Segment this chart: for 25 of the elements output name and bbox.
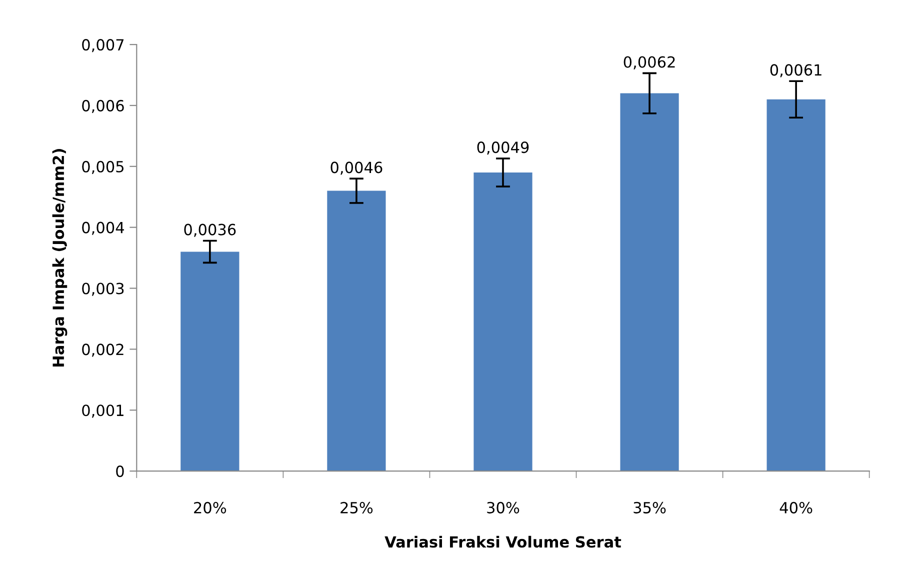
x-tick-label: 35% [634,502,666,514]
y-tick-label: 0,007 [82,39,124,52]
bar [766,99,826,472]
data-label: 0,0062 [624,56,675,70]
y-tick-label: 0 [116,466,124,478]
x-axis-title: Variasi Fraksi Volume Serat [384,536,622,548]
data-label: 0,0046 [330,162,382,175]
x-tick-label: 25% [340,502,373,514]
y-tick-label: 0,003 [82,282,124,296]
x-tick-label: 30% [487,502,520,514]
bar [474,172,532,472]
x-tick-label: 40% [780,502,812,514]
y-axis-title: Harga Impak (Joule/mm2) [52,149,68,366]
y-tick-label: 0,002 [82,344,124,357]
data-label: 0,0036 [184,224,236,237]
bar [180,252,240,472]
data-label: 0,0061 [770,64,822,78]
y-tick-label: 0,004 [82,222,124,235]
bar [620,93,679,472]
y-tick-label: 0,005 [82,160,124,174]
x-tick-label: 20% [194,502,226,514]
y-tick-label: 0,006 [82,100,124,114]
y-tick-label: 0,001 [82,404,124,418]
data-label: 0,0049 [477,142,529,155]
bar [327,190,386,472]
